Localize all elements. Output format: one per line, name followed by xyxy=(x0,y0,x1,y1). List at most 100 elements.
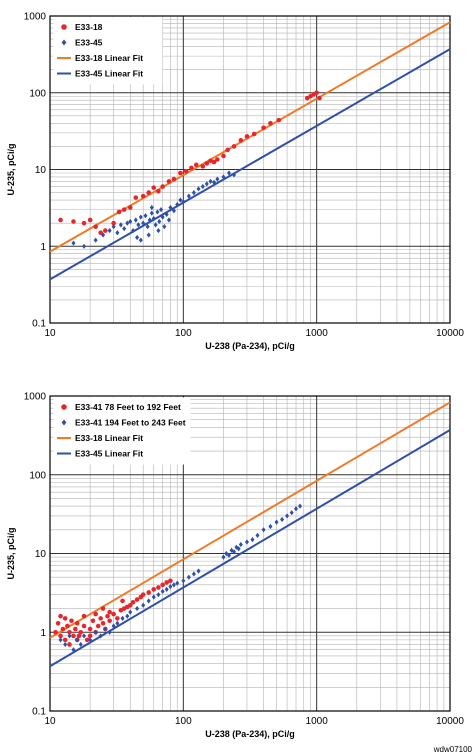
x-tick-label: 10 xyxy=(44,328,56,339)
data-point xyxy=(314,90,319,96)
legend-marker xyxy=(61,419,67,426)
x-tick-label: 1000 xyxy=(306,716,329,727)
data-point xyxy=(120,598,125,604)
data-point xyxy=(196,568,201,574)
data-point xyxy=(261,125,266,131)
data-point xyxy=(58,217,63,223)
data-point xyxy=(155,209,160,215)
data-point xyxy=(105,613,110,619)
data-point xyxy=(145,224,150,230)
data-point xyxy=(215,176,220,182)
data-point xyxy=(238,541,243,548)
data-point xyxy=(236,546,241,552)
x-tick-label: 100 xyxy=(175,716,192,727)
data-point xyxy=(151,215,156,222)
data-point xyxy=(140,193,146,199)
data-point xyxy=(160,184,165,189)
data-point xyxy=(268,120,273,126)
data-point xyxy=(62,637,68,643)
legend-box xyxy=(53,17,163,85)
data-point xyxy=(138,237,143,243)
data-point xyxy=(93,237,98,243)
data-point xyxy=(146,190,152,195)
data-point xyxy=(58,633,63,639)
data-point xyxy=(121,207,127,212)
data-point xyxy=(234,544,239,550)
y-tick-label: 1000 xyxy=(24,12,47,23)
data-point xyxy=(250,537,255,543)
data-point xyxy=(160,582,165,588)
data-point xyxy=(62,616,68,621)
data-point xyxy=(159,207,164,213)
data-point xyxy=(128,609,133,615)
data-point xyxy=(238,138,244,143)
data-point xyxy=(141,602,146,608)
data-point xyxy=(149,210,154,216)
data-point xyxy=(181,199,186,205)
data-point xyxy=(244,539,249,545)
data-point xyxy=(156,585,161,590)
data-point xyxy=(226,170,231,176)
data-point xyxy=(60,626,66,632)
data-point xyxy=(53,629,58,635)
data-point xyxy=(175,201,180,208)
chart-top: 10 100 1000 10000 1000 100 10 1 0.1 U-238 (Pa-234… xyxy=(6,12,464,352)
data-point xyxy=(294,506,299,512)
data-point xyxy=(76,633,82,639)
data-point xyxy=(146,590,152,595)
data-point xyxy=(156,188,161,194)
data-point xyxy=(280,516,285,523)
y-tick-label: 100 xyxy=(29,88,46,99)
data-point xyxy=(67,642,72,647)
data-point xyxy=(147,217,152,223)
data-point xyxy=(166,179,172,184)
data-point xyxy=(69,618,74,624)
data-point xyxy=(200,164,206,169)
data-point xyxy=(200,183,205,190)
data-point xyxy=(136,222,141,228)
legend-label: E33-18 Linear Fit xyxy=(75,53,143,63)
data-point xyxy=(107,227,112,234)
data-point xyxy=(93,224,98,229)
data-point xyxy=(221,174,226,180)
legend-label: E33-18 xyxy=(75,22,103,32)
data-point xyxy=(115,620,120,626)
y-tick-label: 10 xyxy=(35,549,47,560)
data-point xyxy=(93,611,98,617)
data-point xyxy=(71,219,76,224)
data-point xyxy=(138,214,143,220)
data-point xyxy=(157,218,162,225)
data-point xyxy=(156,227,161,234)
legend-marker xyxy=(61,404,67,410)
data-point xyxy=(133,217,138,223)
y-tick-label: 10 xyxy=(35,165,47,176)
data-point xyxy=(162,224,167,230)
data-point xyxy=(231,144,237,149)
y-tick-label: 0.1 xyxy=(32,707,46,718)
data-point xyxy=(93,629,98,635)
data-point xyxy=(164,586,169,593)
data-point xyxy=(98,616,103,621)
y-axis-label: U-235, pCi/g xyxy=(6,143,16,195)
data-point xyxy=(71,240,76,246)
data-point xyxy=(191,190,196,196)
data-point xyxy=(58,613,63,619)
data-point xyxy=(183,168,189,174)
chart-bottom: 10 100 1000 10000 1000 100 10 1 0.1 U-238 (Pa-234… xyxy=(6,392,464,740)
data-point xyxy=(149,204,154,211)
data-point xyxy=(204,161,210,166)
data-point xyxy=(178,197,183,203)
legend-label: E33-18 Linear Fit xyxy=(75,433,143,443)
data-point xyxy=(268,523,273,530)
data-point xyxy=(78,629,84,635)
data-point xyxy=(122,225,127,232)
data-point xyxy=(75,637,80,643)
data-point xyxy=(189,165,194,171)
data-point xyxy=(191,571,196,577)
data-point xyxy=(204,181,209,187)
data-point xyxy=(111,623,116,629)
legend-label: E33-45 Linear Fit xyxy=(75,449,143,459)
data-point xyxy=(98,230,103,236)
data-point xyxy=(208,158,213,164)
figure-code: wdw07100 xyxy=(433,745,473,754)
